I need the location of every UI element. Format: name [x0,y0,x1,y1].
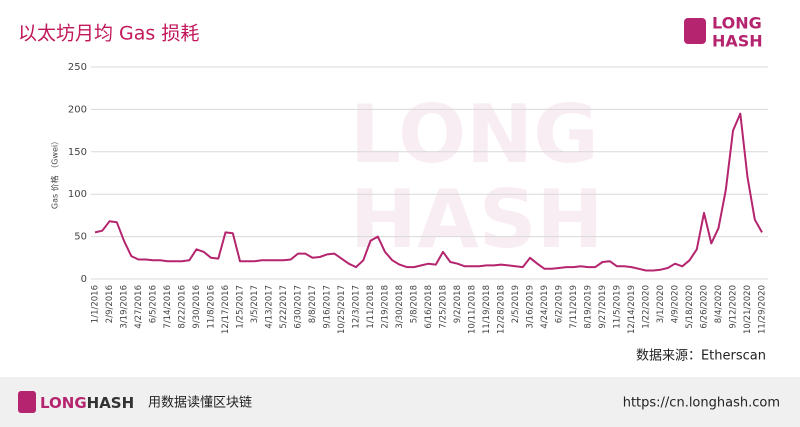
footer-url: https://cn.longhash.com [623,396,780,411]
y-axis-label: Gas 价格 （Gwei） [50,137,60,209]
y-tick-label: 50 [74,232,87,243]
x-tick-label: 9/12/2020 [729,285,739,329]
x-tick-label: 6/16/2018 [424,285,434,329]
x-tick-label: 10/21/2020 [743,285,753,334]
x-tick-label: 3/30/2018 [395,285,405,329]
x-tick-label: 7/11/2019 [569,285,579,329]
x-tick-label: 3/1/2020 [656,285,666,323]
y-tick-label: 0 [81,274,87,285]
x-tick-label: 8/22/2016 [178,285,188,329]
x-tick-label: 10/25/2017 [337,285,347,334]
y-tick-label: 150 [68,147,87,158]
x-tick-label: 3/16/2019 [526,285,536,329]
x-tick-label: 3/5/2017 [250,285,260,323]
logo-icon [684,18,706,44]
footer-logo-a: LONG [40,394,87,412]
x-tick-label: 11/5/2019 [613,285,623,329]
x-tick-label: 4/24/2019 [540,285,550,329]
x-tick-label: 9/2/2018 [453,285,463,323]
source: 数据来源：Etherscan [636,349,766,364]
x-tick-label: 8/19/2019 [584,285,594,329]
x-tick-label: 12/17/2016 [221,285,231,334]
x-tick-label: 4/27/2016 [134,285,144,329]
x-tick-label: 1/11/2018 [366,285,376,329]
x-tick-label: 7/14/2016 [163,285,173,329]
x-tick-label: 9/16/2017 [323,285,333,329]
x-tick-label: 6/5/2016 [149,285,159,323]
logo-text: HASH [712,32,763,51]
footer-logo: LONGHASH [40,394,134,412]
x-tick-label: 7/25/2018 [439,285,449,329]
x-tick-label: 1/25/2017 [236,285,246,329]
x-tick-label: 10/11/2018 [468,285,478,334]
watermark-text: HASH [350,173,603,266]
x-tick-label: 5/22/2017 [279,285,289,329]
logo-text: LONG [712,14,762,33]
x-tick-label: 2/19/2018 [381,285,391,329]
footer-band [0,377,800,427]
x-tick-label: 8/4/2020 [714,285,724,323]
x-tick-label: 12/28/2018 [497,285,507,334]
watermark: LONG HASH [350,88,603,266]
line [94,112,763,272]
x-tick-label: 11/8/2016 [207,285,217,329]
x-tick-label: 6/26/2020 [700,285,710,329]
footer-slogan: 用数据读懂区块链 [148,396,252,411]
footer-logo-icon [18,391,36,413]
x-tick-label: 11/29/2020 [758,285,768,334]
watermark-text: LONG [350,88,599,181]
x-tick-label: 6/2/2019 [555,285,565,323]
x-tick-label: 6/30/2017 [294,285,304,329]
x-tick-label: 2/5/2019 [511,285,521,323]
x-tick-label: 9/27/2019 [598,285,608,329]
x-tick-label: 9/30/2016 [192,285,202,329]
x-tick-label: 1/22/2020 [642,285,652,329]
x-tick-label: 1/1/2016 [91,285,101,323]
x-tick-label: 4/9/2020 [671,285,681,323]
x-tick-label: 8/8/2017 [308,285,318,323]
x-tick-label: 5/18/2020 [685,285,695,329]
x-tick-label: 3/19/2016 [120,285,130,329]
x-tick-label: 4/13/2017 [265,285,275,329]
x-tick-label: 12/3/2017 [352,285,362,329]
x-tick-label: 12/14/2019 [627,285,637,334]
y-tick-label: 200 [68,104,87,115]
y-tick-label: 100 [68,189,87,200]
x-tick-label: 2/9/2016 [105,285,115,323]
y-tick-label: 250 [68,62,87,73]
x-tick-label: 5/8/2018 [410,285,420,323]
footer-logo-b: HASH [87,394,135,412]
chart-title: 以太坊月均 Gas 损耗 [18,23,199,45]
x-tick-label: 11/19/2018 [482,285,492,334]
